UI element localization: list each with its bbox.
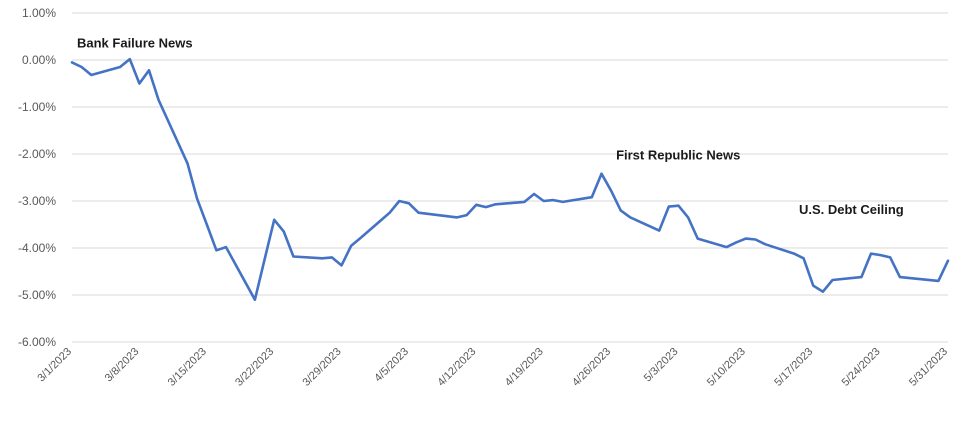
annotation-label: First Republic News: [616, 148, 740, 163]
y-tick-label: -2.00%: [18, 147, 56, 161]
x-tick-label: 5/31/2023: [907, 346, 950, 389]
x-tick-label: 3/8/2023: [103, 346, 142, 385]
annotations: Bank Failure News First Republic News U.S.…: [77, 35, 904, 217]
x-axis-ticks: 3/1/2023 3/8/2023 3/15/2023 3/22/2023 3/29/2…: [35, 346, 950, 389]
y-tick-label: 0.00%: [22, 53, 56, 67]
x-tick-label: 3/29/2023: [301, 346, 344, 389]
y-axis-ticks: 1.00% 0.00% -1.00% -2.00% -3.00% -4.00% -5.00%…: [18, 6, 56, 349]
x-tick-label: 5/24/2023: [840, 346, 883, 389]
annotation-label: Bank Failure News: [77, 35, 193, 50]
y-tick-label: -6.00%: [18, 335, 56, 349]
x-tick-label: 3/1/2023: [35, 346, 74, 385]
x-tick-label: 4/26/2023: [570, 346, 613, 389]
x-tick-label: 5/3/2023: [642, 346, 681, 385]
x-tick-label: 4/12/2023: [435, 346, 478, 389]
y-tick-label: -4.00%: [18, 241, 56, 255]
x-tick-label: 5/10/2023: [705, 346, 748, 389]
x-tick-label: 3/22/2023: [233, 346, 276, 389]
x-tick-label: 3/15/2023: [166, 346, 209, 389]
x-tick-label: 4/5/2023: [372, 346, 411, 385]
series-layer: [70, 57, 950, 302]
x-tick-label: 4/19/2023: [503, 346, 546, 389]
y-tick-label: -1.00%: [18, 100, 56, 114]
y-tick-label: -3.00%: [18, 194, 56, 208]
x-tick-label: 5/17/2023: [772, 346, 815, 389]
y-tick-label: -5.00%: [18, 288, 56, 302]
series-line: [70, 57, 950, 302]
y-tick-label: 1.00%: [22, 6, 56, 20]
annotation-label: U.S. Debt Ceiling: [799, 202, 904, 217]
gridlines: [72, 12, 948, 343]
